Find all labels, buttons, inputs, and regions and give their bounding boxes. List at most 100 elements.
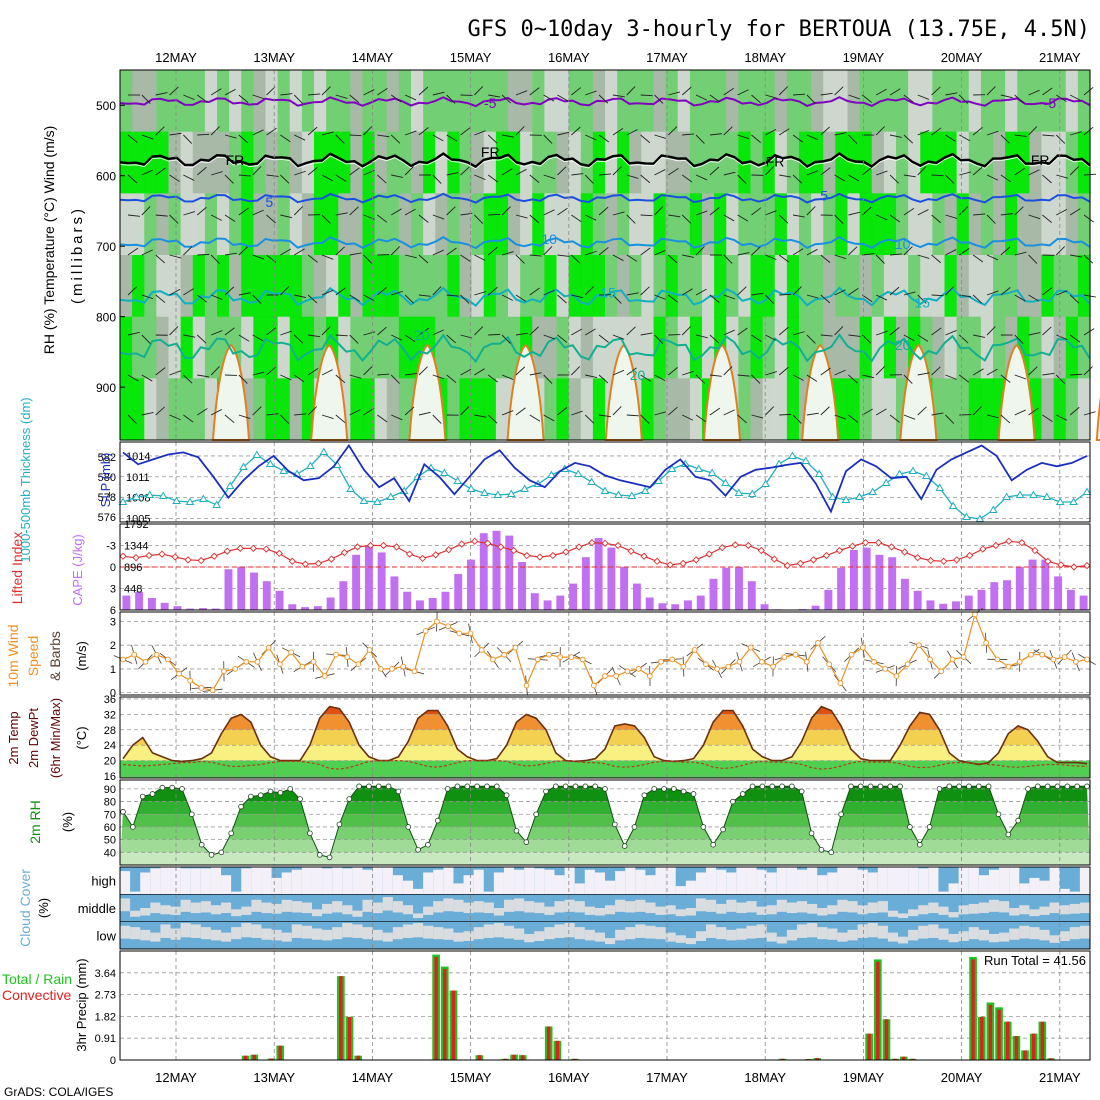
- lifted-point-6: [197, 556, 205, 565]
- day-label-top-4: 16MAY: [548, 50, 590, 65]
- wind-barb: [1070, 373, 1083, 376]
- cloud-middle-gap-44: [564, 899, 576, 912]
- cloud-middle-gap-1: [130, 910, 141, 917]
- wind-barb: [875, 214, 888, 221]
- wind-barb: [474, 254, 486, 261]
- cloud-low-gap-45: [574, 927, 586, 940]
- wind-barb: [986, 326, 996, 336]
- wind10-point-27: [422, 628, 429, 634]
- wind-barb: [307, 126, 318, 136]
- cloud-high-gap-9: [210, 867, 222, 895]
- rh-cell: [204, 131, 218, 194]
- wind-barb: [959, 171, 972, 176]
- cloud-middle-gap-25: [372, 902, 384, 914]
- temp-band-4: [120, 706, 1090, 715]
- cape-bar-61: [900, 578, 909, 610]
- wind-barb: [293, 206, 304, 216]
- wind-barb: [183, 94, 195, 101]
- cloud-high-gap-79: [918, 868, 929, 895]
- wind-barb: [889, 414, 900, 423]
- wind-barb: [612, 254, 624, 262]
- cape-bar-23: [415, 600, 424, 610]
- wind-barb: [1014, 409, 1026, 416]
- cloud-middle-29: [413, 894, 424, 922]
- rh-cell: [423, 255, 436, 318]
- rh-cell: [471, 70, 485, 133]
- rh-cell: [908, 193, 921, 256]
- cloud-low-gap-67: [796, 924, 808, 938]
- wind-barb: [598, 247, 609, 256]
- wind-barb: [529, 214, 540, 224]
- cape-bar-63: [926, 600, 935, 610]
- wind-barb: [945, 92, 958, 96]
- wind-barb: [820, 334, 833, 337]
- rh-cell: [435, 255, 448, 318]
- rh-cell: [980, 255, 994, 318]
- rh-cell: [835, 70, 849, 133]
- cloud-middle-gap-80: [928, 902, 939, 914]
- wind-barb: [792, 214, 805, 218]
- rh2m-point-87: [975, 783, 982, 790]
- lifted-point-41: [653, 557, 661, 565]
- wind-barb: [127, 374, 139, 382]
- wind-barb: [529, 372, 542, 376]
- wind-barb: [432, 414, 442, 424]
- rh-cell: [120, 70, 133, 133]
- cape-bar-55: [824, 589, 833, 610]
- wind-barb: [252, 129, 264, 136]
- wind-barb: [598, 94, 609, 104]
- wind-barb: [155, 254, 166, 264]
- cloud-low-gap-5: [170, 928, 182, 940]
- wind-barb: [654, 334, 664, 344]
- wind-barb: [280, 248, 292, 256]
- wind-barb: [404, 208, 416, 216]
- lifted-point-35: [575, 543, 583, 551]
- rh-cell: [374, 193, 388, 256]
- rh-cell: [726, 193, 739, 256]
- rh-cell: [689, 193, 703, 256]
- wind10-point-36: [523, 682, 530, 689]
- wind-barb: [169, 254, 182, 259]
- cape-bar-72: [1041, 559, 1050, 610]
- rh2m-point-3: [149, 791, 156, 797]
- temp2m-frame: [119, 696, 1091, 779]
- cloud-high-gap-27: [392, 875, 404, 895]
- wind-barb: [183, 414, 194, 423]
- cloud-middle-gap-43: [554, 901, 566, 913]
- lifted-point-19: [366, 541, 375, 550]
- wind-barb: [501, 94, 512, 104]
- cloud-middle-gap-77: [898, 913, 909, 918]
- cape-bar-28: [479, 533, 488, 610]
- cloud-low-gap-92: [1049, 935, 1061, 943]
- rh2m-point-0: [120, 808, 126, 815]
- wind-barb: [585, 90, 597, 96]
- cloud-low-gap-35: [473, 927, 485, 940]
- wind10-point-26: [411, 668, 418, 675]
- wind-barb: [792, 331, 805, 336]
- rh-cell: [217, 70, 230, 133]
- cloud-high-gap-87: [999, 867, 1010, 895]
- precip-conv-bar-18: [278, 1045, 282, 1060]
- cloud-high-gap-73: [857, 869, 869, 895]
- wind-barb: [252, 254, 265, 260]
- wind-barb: [875, 254, 885, 264]
- precip-conv-bar-105: [1031, 1033, 1036, 1060]
- rh-tick-2: 60: [104, 822, 116, 834]
- rh-tick-4: 80: [104, 797, 116, 809]
- wind-barb: [169, 132, 182, 136]
- cloud-high-gap-4: [160, 867, 172, 895]
- rh2m-point-21: [326, 854, 333, 861]
- wind-barb: [210, 366, 220, 376]
- rh-cell: [265, 378, 279, 441]
- cape-bar-11: [262, 581, 271, 610]
- cloud-low-gap-52: [645, 925, 657, 939]
- rh-cell: [277, 378, 291, 441]
- cloud-middle-gap-20: [322, 903, 333, 914]
- day-label-top-1: 13MAY: [253, 50, 295, 65]
- wind-barb: [1042, 87, 1053, 96]
- rh-tick-3: 70: [104, 809, 116, 821]
- wind-barb: [418, 86, 429, 96]
- wind-barb: [474, 86, 484, 96]
- wind-barb: [460, 166, 470, 176]
- rh-cell: [883, 70, 897, 133]
